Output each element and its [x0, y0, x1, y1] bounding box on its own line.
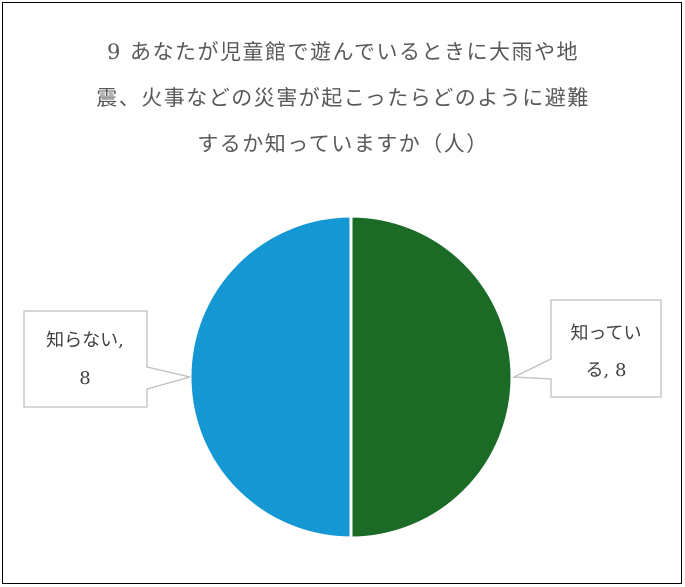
chart-title-line-1: 9 あなたが児童館で遊んでいるときに大雨や地: [107, 40, 579, 64]
callout-right-line-2: る, 8: [586, 360, 627, 381]
callout-left-line-2: 8: [79, 368, 90, 389]
callout-right-line-1: 知ってい: [570, 323, 641, 344]
callout-left: 知らない, 8: [23, 310, 191, 408]
chart-title-line-3: するか知っていますか（人）: [197, 132, 488, 156]
pie-chart: 9 あなたが児童館で遊んでいるときに大雨や地 震、火事などの災害が起こったらどの…: [23, 40, 662, 540]
pie-slices: [188, 214, 514, 540]
callout-right: 知ってい る, 8: [511, 299, 662, 398]
callout-right-box: [511, 299, 662, 398]
pie-slice-1: [349, 214, 514, 540]
callout-left-box: [23, 310, 191, 408]
callout-left-line-1: 知らない,: [46, 330, 124, 351]
chart-title-line-2: 震、火事などの災害が起こったらどのように避難: [96, 86, 590, 110]
pie-slice-2: [188, 214, 353, 540]
